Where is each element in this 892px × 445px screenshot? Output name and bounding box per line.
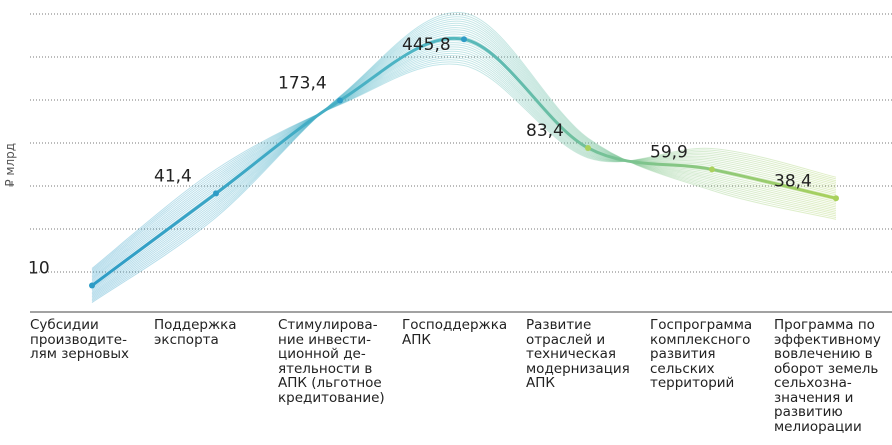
category-label: Субсидии производите-лям зерновых bbox=[30, 317, 129, 362]
value-label: 445,8 bbox=[402, 35, 451, 55]
category-label: Стимулирова-ние инвести-ционной де-ятель… bbox=[278, 317, 385, 406]
category-label: Развитие отраслей и техническая модерниз… bbox=[526, 317, 630, 391]
data-point bbox=[337, 97, 343, 104]
grid bbox=[30, 13, 892, 313]
ribbon-strand bbox=[91, 39, 837, 285]
ribbon-strand bbox=[91, 44, 837, 282]
value-label: 59,9 bbox=[650, 142, 688, 162]
ribbon-strand bbox=[91, 57, 837, 274]
ribbon-strand bbox=[91, 35, 837, 288]
y-axis-label: ₽ млрд bbox=[3, 143, 17, 187]
ribbon-strand bbox=[91, 46, 837, 281]
data-point bbox=[89, 282, 95, 289]
ribbon-strand bbox=[91, 42, 837, 284]
ribbon-strand bbox=[91, 24, 837, 295]
value-label: 83,4 bbox=[526, 121, 564, 141]
data-point bbox=[585, 144, 591, 151]
ribbon-strand bbox=[91, 50, 837, 278]
data-point bbox=[709, 166, 715, 173]
ribbon-strand bbox=[91, 61, 837, 271]
ribbon-strand bbox=[91, 31, 837, 291]
data-point bbox=[213, 190, 219, 197]
data-point bbox=[833, 195, 839, 202]
data-point bbox=[461, 36, 467, 43]
ribbon-strand bbox=[91, 33, 837, 289]
ribbon-strand bbox=[91, 52, 837, 277]
ribbon-strand bbox=[91, 20, 837, 298]
category-label: Поддержка экспорта bbox=[154, 317, 237, 348]
ribbon-strand bbox=[91, 63, 837, 269]
ribbon-strand bbox=[91, 27, 837, 294]
category-label: Госпрограмма комплексного развития сельс… bbox=[650, 317, 753, 391]
ribbon-strand bbox=[91, 14, 837, 302]
value-label: 173,4 bbox=[278, 74, 327, 94]
ribbon-strand bbox=[91, 16, 837, 301]
value-label: 38,4 bbox=[774, 171, 812, 191]
ribbon-strand bbox=[91, 29, 837, 292]
category-label: Программа по эффективному вовлечению в о… bbox=[774, 317, 881, 435]
value-label: 10 bbox=[28, 259, 50, 279]
value-label: 41,4 bbox=[154, 166, 192, 186]
ribbon-strand bbox=[91, 48, 837, 279]
ribbon-strand bbox=[91, 54, 837, 275]
category-label: Господдержка АПК bbox=[402, 317, 508, 348]
ribbon-strand bbox=[91, 59, 837, 272]
ribbon-strand bbox=[91, 22, 837, 296]
ribbon-strand bbox=[91, 18, 837, 299]
data-line bbox=[91, 36, 837, 287]
ribbon-strand bbox=[91, 12, 837, 303]
